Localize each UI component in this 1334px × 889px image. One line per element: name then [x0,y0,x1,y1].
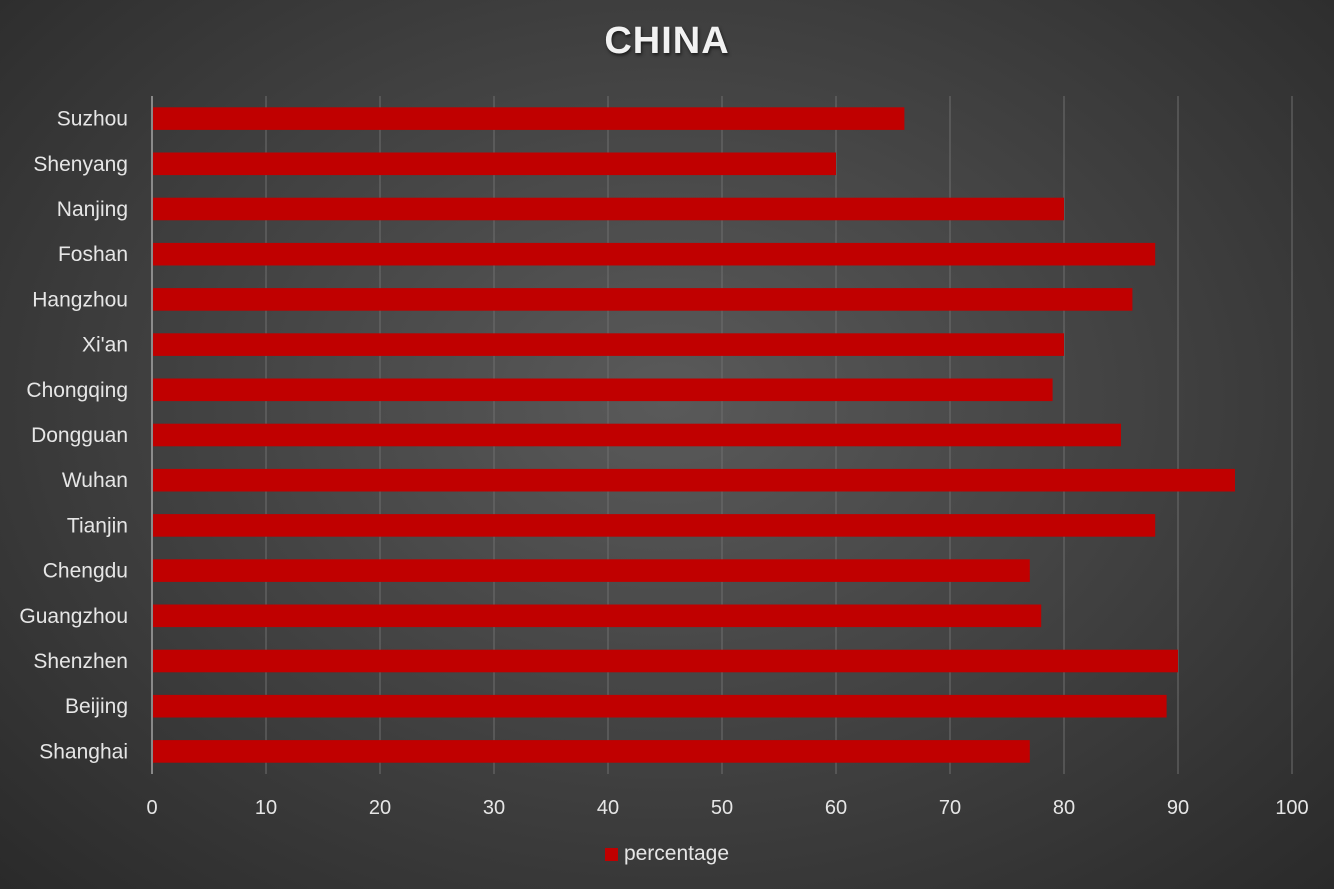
y-tick-label: Shenzhen [33,650,128,673]
y-tick-label: Suzhou [57,108,128,131]
y-tick-label: Beijing [65,695,128,718]
bar-wuhan [153,468,1235,492]
bar-shenzhen [153,649,1178,673]
bar-foshan [153,242,1156,266]
y-tick-label: Chongqing [26,379,128,402]
bar-tianjin [153,514,1156,537]
bar-chengdu [153,559,1030,582]
chart-title: CHINA [604,20,730,62]
x-tick-label: 10 [255,797,277,819]
bar-shanghai [153,740,1030,763]
bar-beijing [153,694,1167,718]
x-tick-label: 90 [1167,797,1189,819]
bar-nanjing [153,197,1064,221]
legend-swatch-percentage [604,848,618,861]
x-tick-label: 20 [369,797,391,819]
x-tick-label: 80 [1053,797,1075,819]
x-tick-label: 30 [483,797,505,819]
y-tick-label: Shanghai [39,740,128,763]
y-tick-label: Nanjing [57,198,128,221]
x-tick-label: 100 [1275,797,1308,819]
y-tick-label: Hangzhou [32,288,128,311]
y-tick-label: Guangzhou [19,605,128,628]
y-tick-label: Tianjin [67,514,128,537]
y-tick-label: Shenyang [33,153,128,176]
y-tick-label: Chengdu [43,560,128,583]
legend-label-percentage: percentage [623,842,730,865]
y-tick-label: Xi'an [82,334,128,357]
x-tick-label: 70 [939,797,961,819]
x-tick-label: 40 [597,797,619,819]
y-tick-label: Dongguan [31,424,128,447]
y-tick-label: Foshan [58,243,128,266]
bar-xi-an [153,333,1064,356]
bar-shenyang [153,152,836,176]
x-tick-label: 60 [825,797,847,819]
bar-dongguan [153,423,1121,447]
bar-guangzhou [153,604,1042,628]
bar-suzhou [153,107,905,130]
bar-hangzhou [153,288,1133,311]
x-tick-label: 0 [146,797,157,819]
bar-chongqing [153,378,1053,402]
y-tick-label: Wuhan [62,469,128,492]
x-tick-label: 50 [711,797,733,819]
legend: percentage [0,842,1334,866]
